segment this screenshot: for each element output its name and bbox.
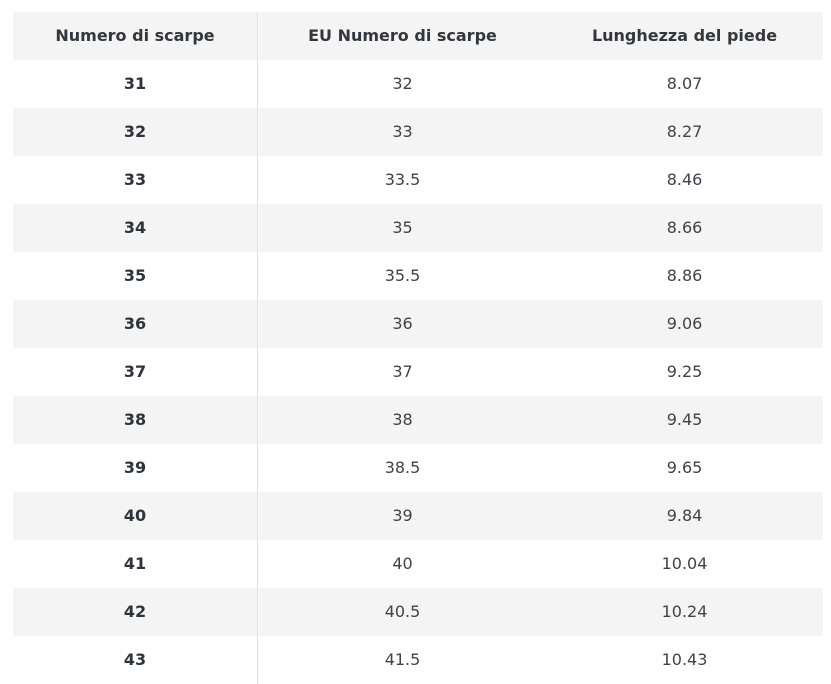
table-row: 41 40 10.04 [13,540,823,588]
cell-foot-length: 9.06 [546,300,823,348]
cell-size-eu: 35.5 [258,252,546,300]
cell-size-it: 41 [13,540,258,588]
cell-size-it: 35 [13,252,258,300]
cell-foot-length: 8.27 [546,108,823,156]
shoe-size-table: Numero di scarpe EU Numero di scarpe Lun… [13,12,823,684]
cell-size-it: 40 [13,492,258,540]
cell-size-eu: 39 [258,492,546,540]
cell-size-eu: 40 [258,540,546,588]
table-row: 42 40.5 10.24 [13,588,823,636]
column-header-numero-di-scarpe: Numero di scarpe [13,12,258,60]
table-row: 43 41.5 10.43 [13,636,823,684]
table-header: Numero di scarpe EU Numero di scarpe Lun… [13,12,823,60]
cell-size-it: 32 [13,108,258,156]
cell-foot-length: 10.43 [546,636,823,684]
cell-size-it: 34 [13,204,258,252]
cell-size-it: 43 [13,636,258,684]
cell-size-eu: 33 [258,108,546,156]
cell-size-eu: 38 [258,396,546,444]
table-row: 34 35 8.66 [13,204,823,252]
cell-foot-length: 8.86 [546,252,823,300]
cell-size-it: 33 [13,156,258,204]
table-body: 31 32 8.07 32 33 8.27 33 33.5 8.46 34 35 8.66 35 35.5… [13,60,823,684]
cell-size-eu: 38.5 [258,444,546,492]
cell-size-it: 39 [13,444,258,492]
cell-foot-length: 10.04 [546,540,823,588]
table-row: 37 37 9.25 [13,348,823,396]
cell-foot-length: 8.46 [546,156,823,204]
column-header-eu-numero-di-scarpe: EU Numero di scarpe [258,12,546,60]
cell-foot-length: 9.45 [546,396,823,444]
cell-foot-length: 10.24 [546,588,823,636]
table-row: 32 33 8.27 [13,108,823,156]
cell-size-eu: 40.5 [258,588,546,636]
cell-size-eu: 41.5 [258,636,546,684]
cell-size-it: 31 [13,60,258,108]
table-row: 31 32 8.07 [13,60,823,108]
cell-foot-length: 9.25 [546,348,823,396]
cell-size-eu: 35 [258,204,546,252]
cell-foot-length: 8.07 [546,60,823,108]
cell-foot-length: 9.65 [546,444,823,492]
cell-size-eu: 32 [258,60,546,108]
table-row: 38 38 9.45 [13,396,823,444]
cell-size-it: 37 [13,348,258,396]
header-row: Numero di scarpe EU Numero di scarpe Lun… [13,12,823,60]
cell-size-it: 36 [13,300,258,348]
page: { "colors": { "stripe_bg": "#f4f4f4", "h… [13,12,823,684]
table-row: 40 39 9.84 [13,492,823,540]
column-header-lunghezza-del-piede: Lunghezza del piede [546,12,823,60]
cell-size-it: 38 [13,396,258,444]
table-row: 35 35.5 8.86 [13,252,823,300]
cell-foot-length: 9.84 [546,492,823,540]
table-row: 33 33.5 8.46 [13,156,823,204]
cell-size-eu: 36 [258,300,546,348]
cell-size-eu: 33.5 [258,156,546,204]
table-row: 36 36 9.06 [13,300,823,348]
table-row: 39 38.5 9.65 [13,444,823,492]
cell-size-eu: 37 [258,348,546,396]
cell-foot-length: 8.66 [546,204,823,252]
cell-size-it: 42 [13,588,258,636]
